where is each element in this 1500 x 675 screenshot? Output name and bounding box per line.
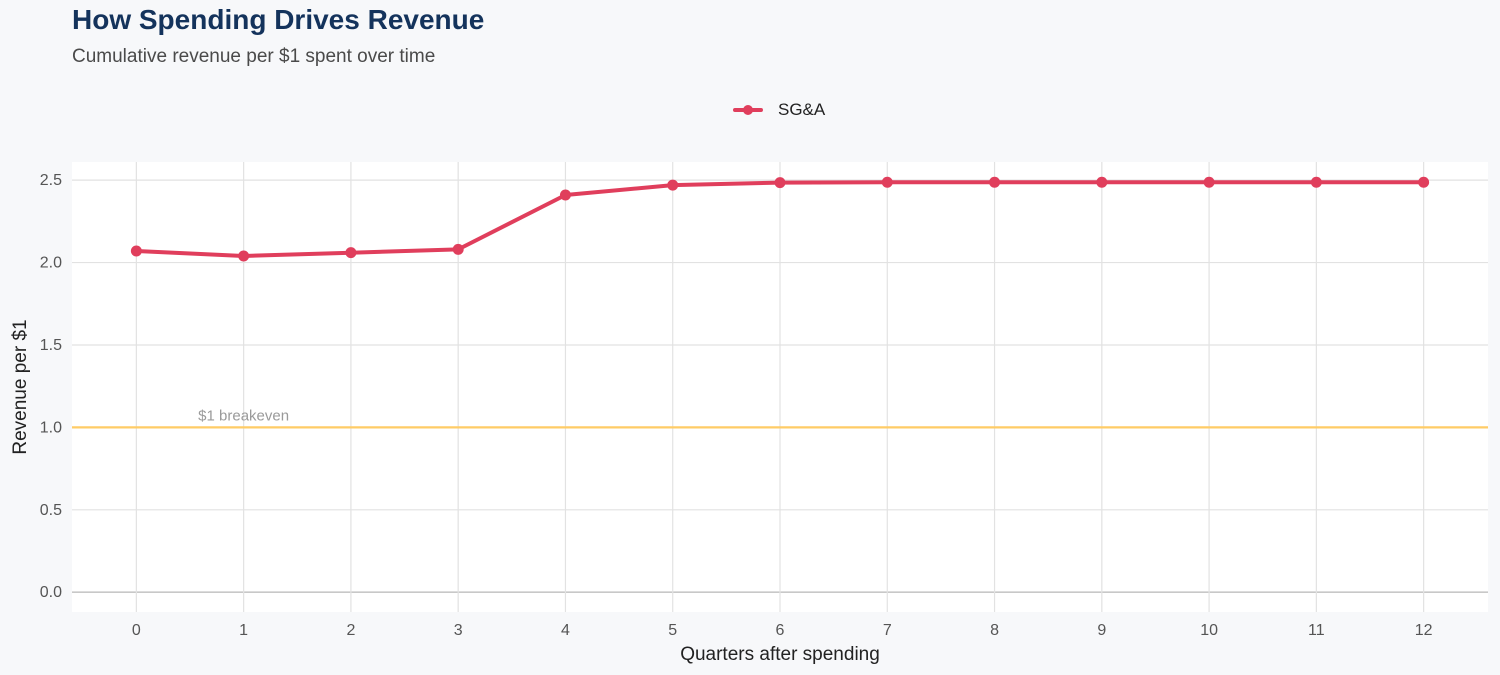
y-tick-label: 2.0: [40, 255, 62, 272]
y-tick-label: 2.5: [40, 172, 62, 189]
x-tick-label: 7: [883, 622, 892, 639]
y-tick-label: 1.0: [40, 419, 62, 436]
x-tick-label: 2: [346, 622, 355, 639]
y-tick-label: 0.5: [40, 502, 62, 519]
data-point: [559, 189, 571, 201]
x-tick-label: 10: [1200, 622, 1218, 639]
legend: SG&A: [733, 98, 825, 122]
y-axis-title: Revenue per $1: [10, 319, 31, 454]
legend-dot-swatch: [743, 105, 753, 115]
data-point: [1096, 176, 1108, 188]
x-tick-label: 11: [1308, 622, 1325, 639]
data-point: [1203, 176, 1215, 188]
data-point: [1310, 176, 1322, 188]
x-axis-title: Quarters after spending: [680, 644, 880, 665]
x-tick-label: 1: [239, 622, 248, 639]
data-point: [667, 179, 679, 191]
breakeven-label: $1 breakeven: [198, 407, 289, 424]
x-tick-label: 9: [1097, 622, 1106, 639]
y-tick-label: 1.5: [40, 337, 62, 354]
data-point: [1418, 176, 1430, 188]
chart-title: How Spending Drives Revenue: [72, 4, 485, 35]
x-tick-label: 5: [668, 622, 677, 639]
x-tick-label: 4: [561, 622, 570, 639]
data-point: [238, 250, 250, 262]
x-tick-label: 12: [1415, 622, 1433, 639]
x-tick-label: 3: [454, 622, 463, 639]
legend-label-sga: SG&A: [778, 100, 826, 119]
data-point: [881, 176, 893, 188]
y-tick-label: 0.0: [40, 584, 62, 601]
x-tick-label: 8: [990, 622, 999, 639]
data-point: [130, 245, 142, 257]
data-point: [452, 243, 464, 255]
data-point: [774, 177, 786, 189]
data-point: [989, 176, 1001, 188]
x-tick-label: 6: [776, 622, 785, 639]
chart-subtitle: Cumulative revenue per $1 spent over tim…: [72, 46, 436, 67]
data-point: [345, 247, 357, 259]
x-tick-label: 0: [132, 622, 141, 639]
legend-key-sga: [733, 98, 763, 122]
